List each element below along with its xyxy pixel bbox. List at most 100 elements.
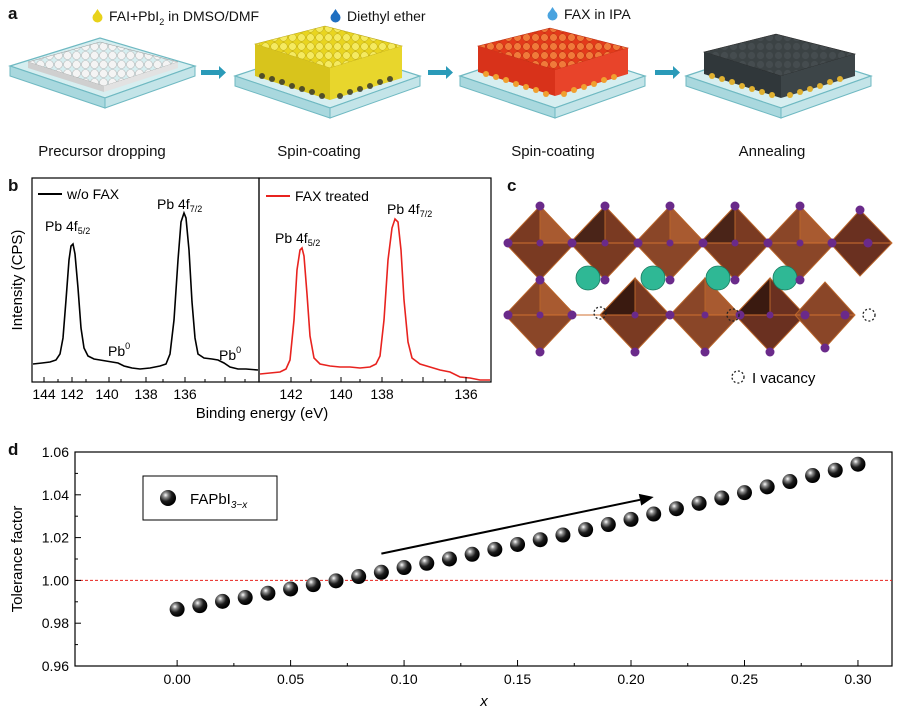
data-point	[600, 517, 616, 533]
xps-left-tick-140: 140	[95, 386, 119, 402]
trend-arrow-head	[638, 493, 654, 506]
data-point	[328, 573, 344, 589]
stage-2-spin-coating	[233, 25, 422, 119]
legend-wo-fax: w/o FAX	[66, 186, 120, 202]
iodide-atoms	[503, 201, 873, 357]
peak-label-left-5-2: Pb 4f5/2	[45, 218, 90, 236]
stage-label-2: Spin-coating	[277, 143, 361, 160]
y-tick-label: 1.04	[42, 487, 69, 503]
tolerance-chart: 0.96 0.98 1.00 1.02 1.04 1.06 0.00 0.05 0.10 0.1…	[9, 444, 893, 710]
fax-legend-text: FAX in IPA	[564, 6, 631, 22]
data-point	[578, 522, 594, 538]
data-point	[237, 590, 253, 606]
data-point	[532, 532, 548, 548]
stage-label-4: Annealing	[738, 143, 806, 160]
y-tick-label: 1.00	[42, 572, 69, 588]
x-tick-label: 0.15	[504, 671, 531, 687]
fax-legend: FAX in IPA	[547, 6, 631, 22]
xps-curve-fax-treated	[259, 217, 490, 381]
y-tick-label: 1.02	[42, 530, 69, 546]
data-point	[169, 601, 185, 617]
xps-right-tick-140: 140	[329, 386, 353, 402]
data-point	[351, 569, 367, 585]
data-point	[691, 495, 707, 511]
x-tick-label: 0.25	[731, 671, 758, 687]
data-point	[487, 541, 503, 557]
stage-label-1: Precursor dropping	[38, 143, 166, 160]
stage-arrow-3	[655, 66, 680, 79]
x-tick-label: 0.20	[617, 671, 644, 687]
xps-spectra: w/o FAX FAX treated Pb 4f5/2 Pb 4f7/2 Pb…	[9, 177, 492, 422]
fa-cations	[575, 265, 798, 291]
data-point	[305, 577, 321, 593]
panel-d-letter: d	[8, 440, 19, 459]
data-point	[714, 490, 730, 506]
x-tick-label: 0.30	[844, 671, 871, 687]
xps-right-tick-142: 142	[279, 386, 303, 402]
xps-tick-marks	[43, 377, 467, 382]
yellow-drop-icon	[92, 9, 103, 23]
ether-legend: Diethyl ether	[330, 8, 426, 24]
data-point	[215, 593, 231, 609]
x-axis-label: x	[479, 693, 488, 710]
y-tick-label: 0.98	[42, 615, 69, 631]
crystal-structure: I vacancy	[503, 201, 893, 387]
vacancy-legend-icon	[731, 370, 745, 384]
data-point	[510, 536, 526, 552]
legend-label: FAPbI3−x	[190, 491, 248, 511]
data-point	[441, 551, 457, 567]
xps-right-frame	[258, 177, 492, 383]
data-point	[668, 501, 684, 517]
blue-drop-icon	[330, 9, 341, 23]
panel-b-letter: b	[8, 176, 19, 195]
stage-label-3: Spin-coating	[511, 143, 595, 160]
trend-arrow	[381, 498, 641, 555]
panel-a-letter: a	[8, 4, 18, 23]
xps-right-tick-136: 136	[454, 386, 478, 402]
data-point	[623, 511, 639, 527]
legend-marker	[160, 490, 176, 506]
xps-xlabel: Binding energy (eV)	[196, 405, 329, 422]
data-point	[396, 560, 412, 576]
process-schematic	[8, 25, 873, 119]
light-blue-drop-icon	[547, 7, 558, 21]
xps-right-tick-138: 138	[370, 386, 394, 402]
y-tick-label: 0.96	[42, 658, 69, 674]
stage-3-spin-coating	[458, 27, 647, 119]
y-tick-label: 1.06	[42, 444, 69, 460]
fai-legend-sub: 2	[159, 16, 165, 27]
stage-arrow-2	[428, 66, 453, 79]
x-tick-label: 0.10	[390, 671, 417, 687]
data-point	[192, 598, 208, 614]
data-point	[759, 479, 775, 495]
stage-arrow-1	[201, 66, 226, 79]
data-point	[827, 462, 843, 478]
peak-label-right-7-2: Pb 4f7/2	[387, 201, 432, 219]
data-point	[850, 456, 866, 472]
stage-1-precursor	[8, 37, 197, 109]
data-point	[464, 546, 480, 562]
x-tick-label: 0.05	[277, 671, 304, 687]
fai-legend-suffix: in DMSO/DMF	[164, 8, 260, 24]
xps-curve-wo-fax	[32, 210, 259, 371]
vacancy-markers	[593, 306, 876, 322]
y-axis-label: Tolerance factor	[9, 506, 26, 613]
data-point	[646, 506, 662, 522]
data-point	[805, 468, 821, 484]
data-point	[283, 581, 299, 597]
xps-ylabel: Intensity (CPS)	[9, 230, 26, 331]
panel-c-letter: c	[507, 176, 517, 195]
stage-4-annealing	[684, 33, 873, 119]
fai-legend: FAI+PbI2 in DMSO/DMF	[92, 8, 259, 27]
data-point	[373, 564, 389, 580]
fai-legend-text: FAI+PbI	[109, 8, 160, 24]
peak-label-left-7-2: Pb 4f7/2	[157, 196, 202, 214]
xps-left-tick-144: 144	[32, 386, 56, 402]
data-point	[419, 555, 435, 571]
xps-left-tick-142: 142	[60, 386, 84, 402]
xps-left-tick-136: 136	[173, 386, 197, 402]
data-point	[555, 527, 571, 543]
peak-label-right-5-2: Pb 4f5/2	[275, 230, 320, 248]
xps-left-tick-138: 138	[134, 386, 158, 402]
legend-fax-treated: FAX treated	[295, 188, 369, 204]
